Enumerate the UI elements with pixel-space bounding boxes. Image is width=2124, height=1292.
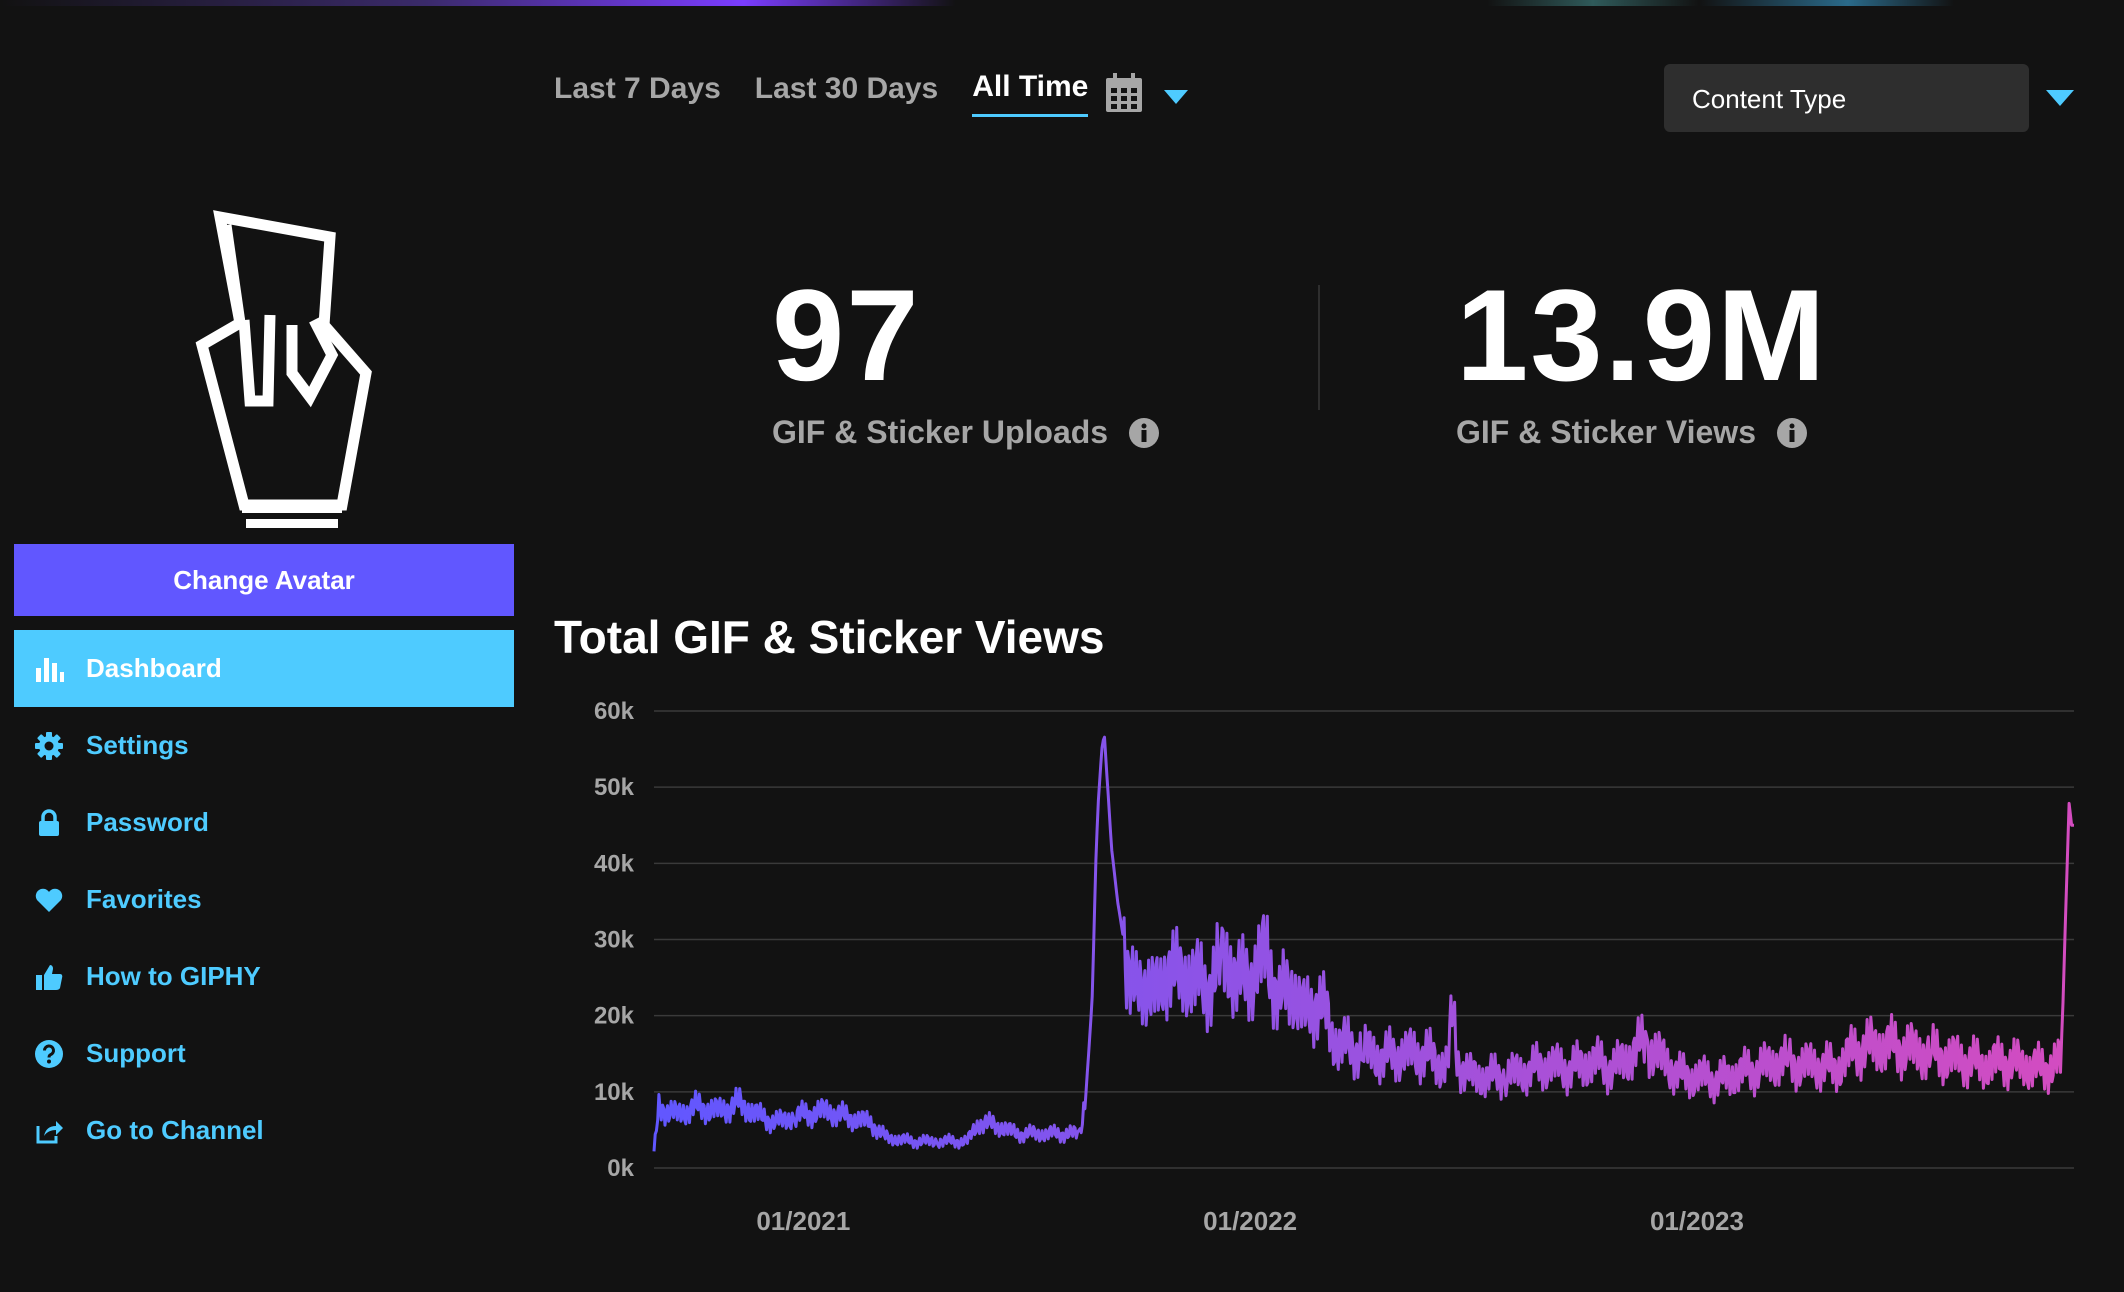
sidebar-item-label: How to GIPHY <box>86 961 261 991</box>
sidebar-item-label: Support <box>86 1038 186 1068</box>
x-tick-label: 01/2022 <box>1203 1206 1297 1236</box>
thumbs-up-icon <box>32 960 66 994</box>
y-tick-label: 40k <box>594 850 635 877</box>
calendar-icon[interactable] <box>1104 72 1144 114</box>
y-tick-label: 10k <box>594 1079 635 1106</box>
tab-last-7-days[interactable]: Last 7 Days <box>554 71 721 105</box>
y-tick-label: 0k <box>607 1155 634 1182</box>
sidebar-item-how-to-giphy[interactable]: How to GIPHY <box>14 938 514 1015</box>
avatar-image <box>195 210 372 528</box>
x-tick-label: 01/2023 <box>1650 1206 1744 1236</box>
uploads-stat: 97 GIF & Sticker Uploads <box>772 270 1160 451</box>
sidebar-item-dashboard[interactable]: Dashboard <box>14 630 514 707</box>
sidebar-item-label: Password <box>86 807 209 837</box>
y-tick-label: 50k <box>594 774 635 801</box>
heart-icon <box>32 883 66 917</box>
sidebar-item-label: Go to Channel <box>86 1115 264 1145</box>
views-line-chart: 0k 10k 20k 30k 40k 50k 60k 01/2021 01/2022 01/20… <box>594 698 2075 1236</box>
y-tick-label: 60k <box>594 698 635 725</box>
sidebar-item-go-to-channel[interactable]: Go to Channel <box>14 1092 514 1169</box>
sidebar-item-password[interactable]: Password <box>14 784 514 861</box>
gear-icon <box>32 729 66 763</box>
content-type-label: Content Type <box>1692 84 1847 114</box>
sidebar-item-label: Favorites <box>86 884 202 914</box>
tab-last-30-days[interactable]: Last 30 Days <box>754 71 939 105</box>
chevron-down-icon[interactable] <box>1164 90 1188 106</box>
info-icon[interactable] <box>1128 417 1160 449</box>
sidebar: Change Avatar Dashboard Settings Passwor… <box>14 0 514 1292</box>
change-avatar-button[interactable]: Change Avatar <box>14 544 514 616</box>
date-range-tabs: Last 7 Days Last 30 Days All Time <box>554 70 1122 117</box>
y-tick-label: 20k <box>594 1003 635 1030</box>
sidebar-nav: Dashboard Settings Password Favorites Ho… <box>14 630 514 1169</box>
stats-divider <box>1318 285 1320 410</box>
uploads-label: GIF & Sticker Uploads <box>772 414 1160 451</box>
sidebar-item-label: Settings <box>86 730 189 760</box>
top-banner-strip <box>0 0 2124 6</box>
x-tick-label: 01/2021 <box>756 1206 850 1236</box>
bar-chart-icon <box>32 652 66 686</box>
chart-title: Total GIF & Sticker Views <box>554 611 1105 663</box>
sidebar-item-label: Dashboard <box>86 653 222 683</box>
sidebar-item-favorites[interactable]: Favorites <box>14 861 514 938</box>
uploads-value: 97 <box>772 262 921 408</box>
uploads-label-text: GIF & Sticker Uploads <box>772 414 1109 450</box>
views-value: 13.9M <box>1456 262 1828 408</box>
tab-all-time[interactable]: All Time <box>972 70 1089 117</box>
share-icon <box>32 1114 66 1148</box>
views-stat: 13.9M GIF & Sticker Views <box>1456 270 1827 451</box>
sidebar-item-support[interactable]: Support <box>14 1015 514 1092</box>
lock-icon <box>32 806 66 840</box>
info-icon[interactable] <box>1776 417 1808 449</box>
content-type-select[interactable]: Content Type <box>1664 64 2029 132</box>
views-label: GIF & Sticker Views <box>1456 414 1827 451</box>
sidebar-item-settings[interactable]: Settings <box>14 707 514 784</box>
views-label-text: GIF & Sticker Views <box>1456 414 1756 450</box>
y-tick-label: 30k <box>594 927 635 954</box>
question-circle-icon <box>32 1037 66 1071</box>
series-line <box>652 735 2075 1152</box>
chevron-down-icon[interactable] <box>2046 90 2074 108</box>
